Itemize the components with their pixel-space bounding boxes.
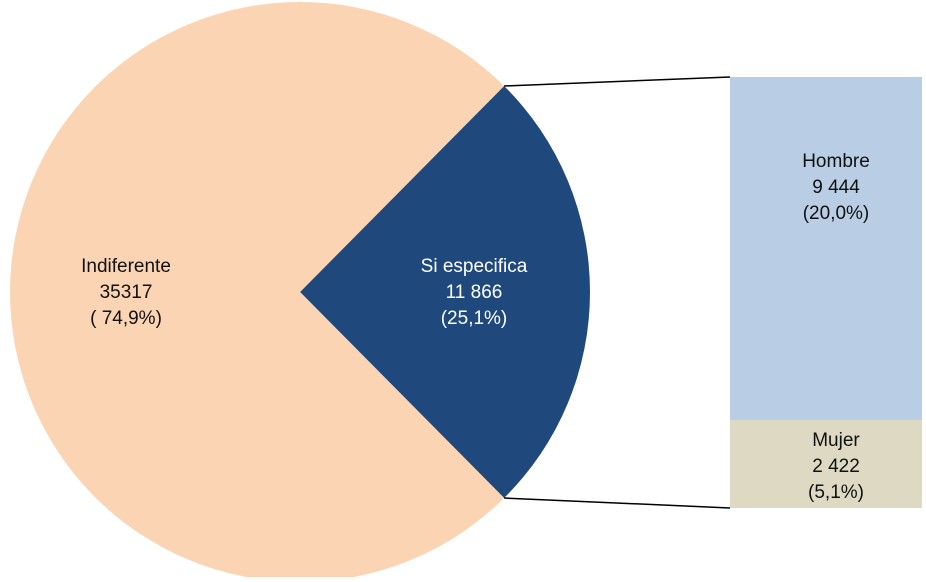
connector-line-bottom [504, 497, 731, 509]
connector-lines [504, 76, 731, 509]
data-labels: Indiferente 35317 ( 74,9%) Si especifica 11 … [81, 151, 870, 503]
segment-label-mujer-percent_text: (5,1%) [808, 482, 864, 503]
bar-segment-hombre [730, 77, 922, 421]
slice-label-si-especifica: Si especifica 11 866 (25,1%) [421, 256, 528, 329]
segment-label-hombre-value_text: 9 444 [812, 177, 860, 198]
pie-slice-si-especifica [300, 85, 591, 499]
pie [10, 1, 591, 582]
segment-label-mujer-label: Mujer [812, 430, 860, 451]
bar-segment-mujer [730, 420, 922, 508]
slice-label-indiferente-percent_text: ( 74,9%) [90, 308, 162, 329]
slice-label-indiferente-label: Indiferente [81, 256, 171, 277]
slice-label-indiferente-value_text: 35317 [100, 282, 153, 303]
slice-label-si-especifica-percent_text: (25,1%) [441, 308, 508, 329]
segment-label-hombre-label: Hombre [802, 151, 870, 172]
connector-line-top [504, 76, 731, 87]
breakdown-bar [730, 77, 922, 508]
slice-label-indiferente: Indiferente 35317 ( 74,9%) [81, 256, 171, 329]
segment-label-hombre: Hombre 9 444 (20,0%) [802, 151, 870, 224]
slice-label-si-especifica-label: Si especifica [421, 256, 528, 277]
slice-label-si-especifica-value_text: 11 866 [446, 282, 503, 303]
segment-label-hombre-percent_text: (20,0%) [803, 203, 870, 224]
segment-label-mujer-value_text: 2 422 [812, 456, 860, 477]
pie-slice-indiferente [10, 1, 505, 582]
segment-label-mujer: Mujer 2 422 (5,1%) [808, 430, 864, 503]
